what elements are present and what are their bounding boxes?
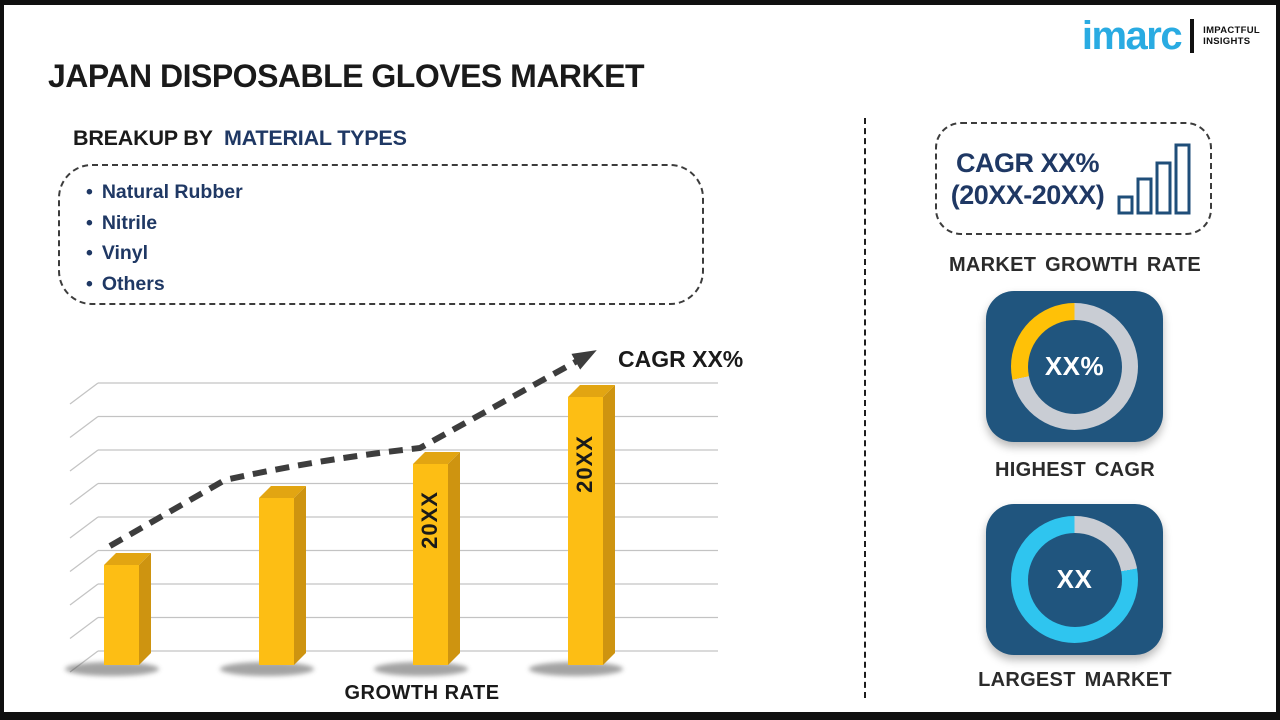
page-title: JAPAN DISPOSABLE GLOVES MARKET <box>48 58 645 94</box>
list-item-label: Others <box>101 272 165 295</box>
imarc-brand-text: imarc <box>1081 14 1183 58</box>
bar-shadows <box>65 662 623 676</box>
logo-divider-bar <box>1190 19 1195 53</box>
vertical-divider <box>864 118 866 698</box>
cagr-period-text: CAGR XX% (20XX-20XX) <box>951 147 1105 211</box>
growth-rate-bar-chart: 20XX 20XX CAGR XX% GROWTH RATE <box>65 346 743 704</box>
highest-cagr-donut-icon: XX% <box>1011 303 1138 430</box>
trend-arrow-line <box>108 350 597 549</box>
cagr-line2: (20XX-20XX) <box>950 179 1105 210</box>
donut-hole <box>1027 319 1122 414</box>
largest-market-donut-icon: XX <box>1011 516 1138 643</box>
bullet-icon: • <box>86 272 93 295</box>
logo-tagline: IMPACTFUL INSIGHTS <box>1203 25 1260 48</box>
list-item-label: Nitrile <box>101 211 158 234</box>
donut-hole <box>1027 532 1122 627</box>
bar-4: 20XX <box>568 385 615 665</box>
bar-3-label: 20XX <box>417 491 442 549</box>
cagr-line1: CAGR XX% <box>955 147 1100 178</box>
bar-3: 20XX <box>413 452 460 665</box>
trend-cagr-label: CAGR XX% <box>618 346 743 372</box>
bar-4-label: 20XX <box>572 435 597 493</box>
bar-series: 20XX 20XX <box>104 385 615 665</box>
list-item-label: Natural Rubber <box>101 181 243 203</box>
largest-market-value: XX <box>1056 564 1093 594</box>
bullet-icon: • <box>86 211 93 234</box>
bullet-icon: • <box>86 242 93 264</box>
list-item: • Nitrile <box>86 208 682 239</box>
bullet-icon: • <box>86 181 93 203</box>
breakup-heading: BREAKUP BY MATERIAL TYPES <box>73 126 407 151</box>
breakup-heading-highlight: MATERIAL TYPES <box>223 126 407 150</box>
highest-cagr-tile: XX% <box>986 291 1163 442</box>
largest-market-label: LARGEST MARKET <box>978 669 1172 691</box>
list-item: • Vinyl <box>86 238 682 269</box>
market-growth-rate-label: MARKET GROWTH RATE <box>948 254 1202 276</box>
imarc-logo: imarc IMPACTFUL INSIGHTS <box>1082 16 1260 56</box>
logo-tagline-line2: INSIGHTS <box>1203 36 1251 47</box>
bar-1 <box>104 553 151 665</box>
highest-cagr-label: HIGHEST CAGR <box>995 459 1155 481</box>
growing-bar-chart-icon <box>1117 143 1191 214</box>
cagr-period-box: CAGR XX% (20XX-20XX) <box>935 122 1212 235</box>
logo-tagline-line1: IMPACTFUL <box>1203 24 1260 36</box>
gridlines <box>69 382 718 673</box>
list-item: • Others <box>86 269 682 300</box>
x-axis-title: GROWTH RATE <box>344 682 499 704</box>
largest-market-tile: XX <box>986 504 1163 655</box>
bar-2 <box>259 486 306 665</box>
breakup-heading-prefix: BREAKUP BY <box>73 126 213 150</box>
material-types-box: • Natural Rubber • Nitrile • Vinyl • Oth… <box>58 164 704 305</box>
list-item-label: Vinyl <box>101 242 149 264</box>
highest-cagr-value: XX% <box>1044 351 1105 381</box>
list-item: • Natural Rubber <box>86 177 682 208</box>
